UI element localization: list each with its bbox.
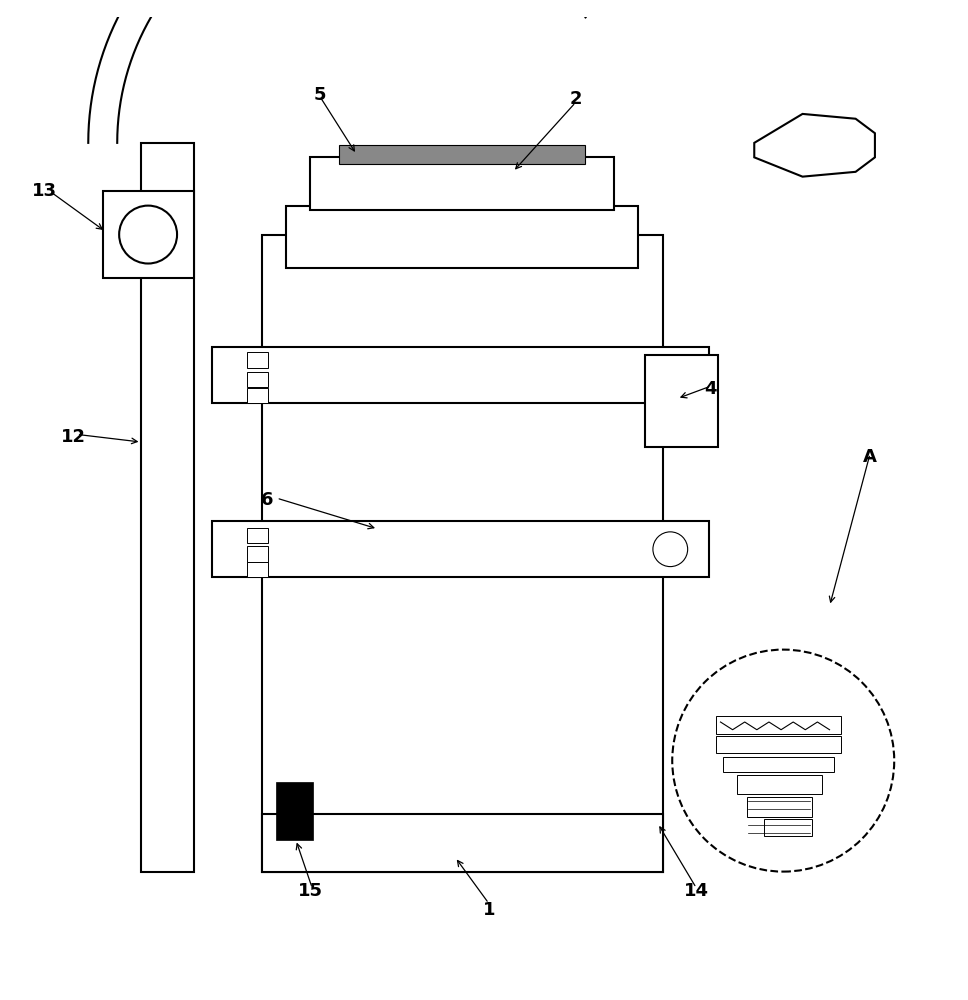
Text: 1: 1: [483, 901, 495, 919]
Polygon shape: [754, 114, 875, 177]
Bar: [103, 191, 195, 278]
Bar: [715, 716, 841, 734]
Bar: [311, 157, 615, 210]
Bar: [277, 782, 314, 840]
Text: 15: 15: [298, 882, 322, 900]
Text: 4: 4: [705, 380, 717, 398]
Circle shape: [652, 358, 687, 393]
Bar: [247, 372, 268, 387]
Text: 12: 12: [61, 428, 86, 446]
Bar: [723, 757, 834, 772]
Bar: [262, 235, 662, 872]
Bar: [715, 736, 841, 753]
Circle shape: [652, 532, 687, 567]
Bar: [141, 143, 195, 872]
Bar: [746, 797, 812, 817]
Bar: [339, 145, 586, 164]
Bar: [646, 355, 717, 447]
Circle shape: [119, 206, 177, 264]
Bar: [212, 347, 709, 403]
Circle shape: [672, 650, 894, 872]
Bar: [247, 562, 268, 577]
Bar: [247, 528, 268, 543]
Text: 14: 14: [683, 882, 709, 900]
Text: 5: 5: [314, 86, 326, 104]
Bar: [247, 388, 268, 403]
Text: 6: 6: [260, 491, 273, 509]
Bar: [247, 546, 268, 562]
Bar: [737, 775, 822, 794]
Text: 13: 13: [32, 182, 57, 200]
Text: A: A: [863, 448, 877, 466]
Bar: [262, 814, 662, 872]
Text: 2: 2: [569, 90, 582, 108]
Bar: [287, 206, 639, 268]
Bar: [212, 521, 709, 577]
Bar: [247, 352, 268, 368]
Bar: [764, 819, 812, 836]
